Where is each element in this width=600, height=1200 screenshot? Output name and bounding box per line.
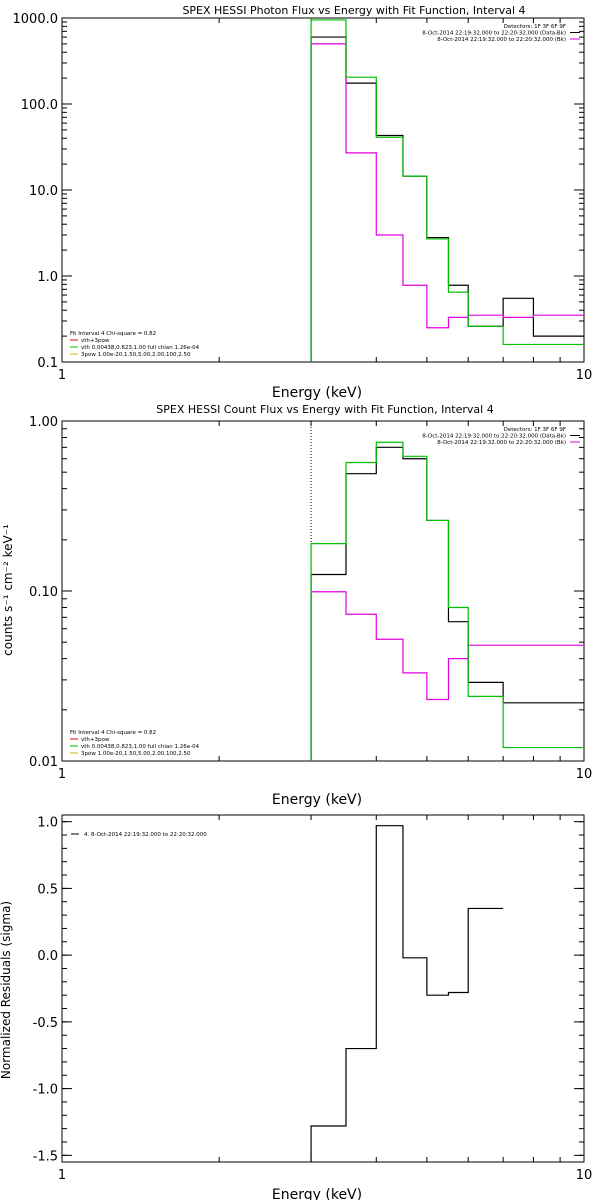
photon-flux-y-tick-label: 10.0 xyxy=(29,184,58,199)
residuals-legend-text: 4. 8-Oct-2014 22:19:32.000 to 22:20:32.0… xyxy=(84,832,207,838)
residuals-y-tick-label: -1.0 xyxy=(33,1083,58,1098)
photon-flux-title: SPEX HESSI Photon Flux vs Energy with Fi… xyxy=(182,4,525,17)
residuals-panel: Energy (keV) Normalized Residuals (sigma… xyxy=(0,814,593,1200)
count-flux-fit-legend-text: vth 0.00438,0.823,1.00 full chian 1.26e-… xyxy=(81,744,200,750)
photon-flux-fit-legend-text: vth+3pow xyxy=(81,338,110,344)
photon-flux-panel: SPEX HESSI Photon Flux vs Energy with Fi… xyxy=(13,4,593,401)
count-flux-panel: SPEX HESSI Count Flux vs Energy with Fit… xyxy=(1,403,592,808)
count-flux-legend-text: Detectors: 1F 3F 6F 9F xyxy=(504,427,566,433)
photon-flux-fit-legend-text: Fit Interval 4 Chi-square = 0.82 xyxy=(70,331,156,337)
count-flux-fit-legend-text: Fit Interval 4 Chi-square = 0.82 xyxy=(70,730,156,736)
count-flux-legend-text: 8-Oct-2014 22:19:32.000 to 22:20:32.000 … xyxy=(422,434,566,440)
count-flux-frame xyxy=(61,420,585,762)
count-flux-fit-legend-text: vth+3pow xyxy=(81,737,110,743)
photon-flux-series-2 xyxy=(310,19,584,362)
photon-flux-legend-text: Detectors: 1F 3F 6F 9F xyxy=(504,24,566,30)
count-flux-series-0 xyxy=(310,446,584,761)
count-flux-x-tick-label: 10 xyxy=(576,767,593,782)
photon-flux-x-tick-label: 10 xyxy=(576,368,593,383)
residuals-y-tick-label: 1.0 xyxy=(37,816,58,831)
residuals-ylabel: Normalized Residuals (sigma) xyxy=(0,901,13,1079)
count-flux-series-1 xyxy=(310,591,584,761)
count-flux-y-tick-label: 0.10 xyxy=(29,585,58,600)
photon-flux-fit-legend-text: vth 0.00438,0.823,1.00 full chian 1.26e-… xyxy=(81,345,200,351)
photon-flux-y-tick-label: 1.0 xyxy=(37,270,58,285)
photon-flux-x-tick-label: 1 xyxy=(58,368,66,383)
residuals-y-tick-label: -1.5 xyxy=(33,1149,58,1164)
photon-flux-y-tick-label: 0.1 xyxy=(37,356,58,371)
residuals-x-tick-label: 10 xyxy=(576,1168,593,1183)
count-flux-y-tick-label: 1.00 xyxy=(29,415,58,430)
photon-flux-y-tick-label: 1000.0 xyxy=(13,12,59,27)
count-flux-x-tick-label: 1 xyxy=(58,767,66,782)
residuals-xlabel: Energy (keV) xyxy=(272,1187,362,1200)
count-flux-series-2 xyxy=(310,441,584,761)
count-flux-y-tick-label: 0.01 xyxy=(29,755,58,770)
residuals-y-tick-label: 0.5 xyxy=(37,882,58,897)
photon-flux-xlabel: Energy (keV) xyxy=(272,385,362,401)
count-flux-title: SPEX HESSI Count Flux vs Energy with Fit… xyxy=(156,403,493,416)
residuals-series-group xyxy=(310,825,504,1162)
residuals-series-0 xyxy=(310,825,504,1162)
photon-flux-legend-text: 8-Oct-2014 22:19:32.000 to 22:20:32.000 … xyxy=(422,31,566,37)
residuals-x-tick-label: 1 xyxy=(58,1168,66,1183)
photon-flux-fit-legend-text: 3pow 1.00e-20,1.50,5.00,2.00,100,2.50 xyxy=(81,352,191,358)
photon-flux-y-tick-label: 100.0 xyxy=(21,98,58,113)
photon-flux-frame xyxy=(61,17,585,363)
residuals-frame xyxy=(61,814,585,1163)
residuals-y-tick-label: 0.0 xyxy=(37,949,58,964)
photon-flux-series-1 xyxy=(310,43,584,362)
count-flux-fit-legend-text: 3pow 1.00e-20,1.50,5.00,2.00,100,2.50 xyxy=(81,751,191,757)
photon-flux-series-0 xyxy=(310,36,584,362)
photon-flux-legend-text: 8-Oct-2014 22:19:32.000 to 22:20:32.000 … xyxy=(437,37,566,43)
count-flux-series-group xyxy=(310,441,584,761)
residuals-y-tick-label: -0.5 xyxy=(33,1016,58,1031)
count-flux-xlabel: Energy (keV) xyxy=(272,792,362,808)
photon-flux-series-group xyxy=(310,19,584,362)
count-flux-legend-text: 8-Oct-2014 22:19:32.000 to 22:20:32.000 … xyxy=(437,440,566,446)
count-flux-ylabel: counts s⁻¹ cm⁻² keV⁻¹ xyxy=(1,524,15,656)
